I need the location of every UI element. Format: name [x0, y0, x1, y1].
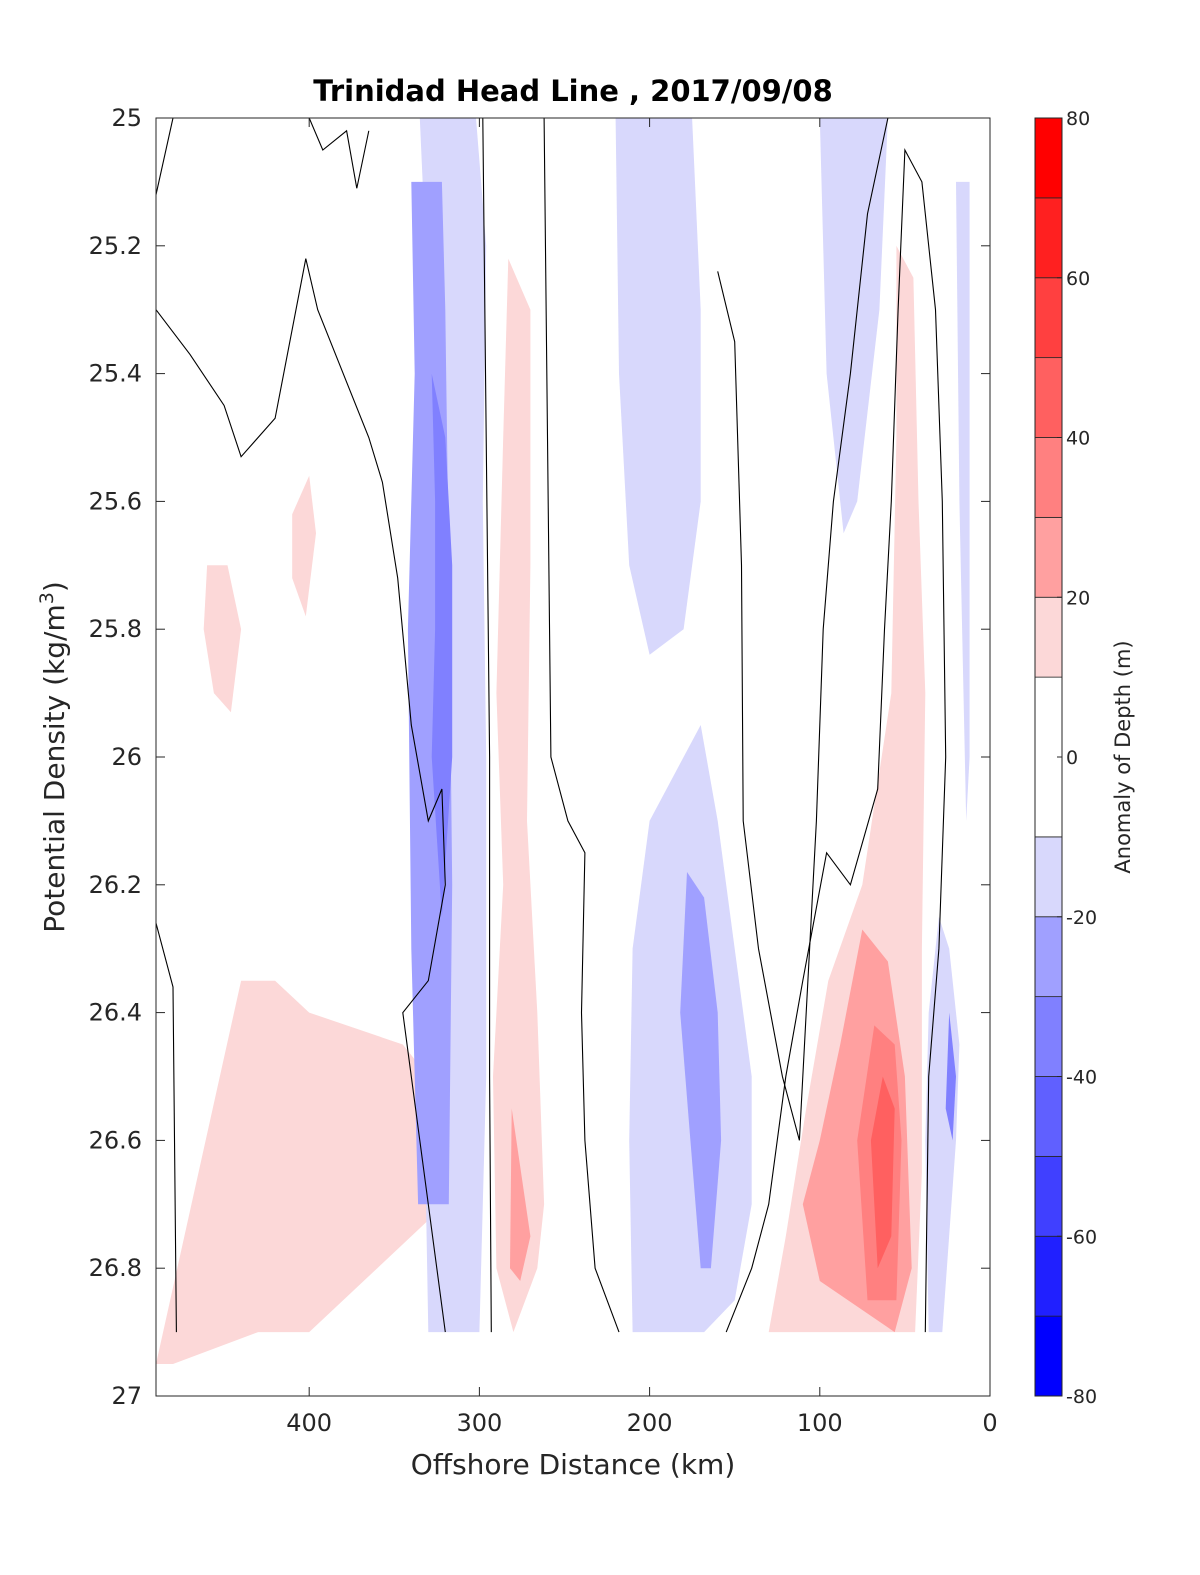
- contour-region-16: [925, 916, 960, 1333]
- y-tick-label: 26.4: [89, 999, 142, 1027]
- contour-region-0: [156, 980, 446, 1364]
- colorbar-tick-label: 0: [1066, 747, 1078, 769]
- colorbar-tick-label: 80: [1066, 108, 1090, 130]
- filled-contour-regions: [156, 118, 970, 1364]
- x-axis-ticks: 400 300 200 100 0: [286, 118, 998, 1437]
- y-tick-label: 26.2: [89, 871, 142, 899]
- zero-contour-1: [155, 258, 446, 1333]
- zero-contour-4: [482, 117, 492, 1333]
- zero-contour-7: [717, 117, 889, 1141]
- contour-region-6: [493, 258, 545, 1333]
- colorbar-tick-label: -40: [1066, 1067, 1097, 1089]
- x-tick-label: 100: [797, 1409, 843, 1437]
- x-tick-label: 300: [456, 1409, 502, 1437]
- contour-region-15: [870, 1076, 895, 1269]
- colorbar-band: [1034, 357, 1063, 438]
- y-axis-label-close: ): [38, 581, 71, 592]
- zero-contour-0: [155, 117, 174, 195]
- contour-region-7: [510, 1108, 531, 1281]
- colorbar: -80 -60 -40 -20 0 20 40 60 80: [1034, 108, 1097, 1408]
- colorbar-label: Anomaly of Depth (m): [1111, 640, 1135, 873]
- contour-region-5: [431, 373, 453, 917]
- colorbar-tick-label: -80: [1066, 1386, 1097, 1408]
- colorbar-band: [1034, 1076, 1063, 1157]
- y-tick-label: 25.4: [89, 360, 142, 388]
- contour-region-17: [945, 1012, 956, 1141]
- y-tick-label: 26.6: [89, 1126, 142, 1154]
- colorbar-band: [1034, 996, 1063, 1077]
- zero-contour-6: [725, 147, 947, 1333]
- zero-contour-5: [543, 117, 620, 1333]
- colorbar-band: [1034, 516, 1063, 598]
- y-axis-ticks: 25 25.2 25.4 25.6 25.8 26 26.2 26.4 26.6 26.8 27: [89, 104, 990, 1410]
- colorbar-band: [1034, 277, 1063, 359]
- y-axis-label-main: Potential Density (kg/m: [38, 604, 71, 933]
- contour-region-10: [680, 872, 722, 1269]
- colorbar-band: [1034, 197, 1063, 279]
- contour-region-2: [292, 475, 316, 617]
- zero-contour-lines: [155, 117, 947, 1333]
- y-tick-label: 26.8: [89, 1254, 142, 1282]
- colorbar-band: [1034, 1315, 1063, 1397]
- colorbar-band: [1034, 836, 1063, 918]
- y-axis-label-superscript: 3: [36, 592, 58, 604]
- colorbar-band: [1034, 437, 1063, 518]
- chart-title: Trinidad Head Line , 2017/09/08: [313, 74, 833, 108]
- colorbar-band: [1034, 1235, 1063, 1317]
- zero-contour-2: [155, 922, 177, 1333]
- x-tick-label: 200: [627, 1409, 673, 1437]
- colorbar-band: [1034, 117, 1063, 199]
- contour-region-11: [819, 118, 888, 534]
- y-axis-label: Potential Density (kg/m3): [36, 581, 71, 933]
- colorbar-tick-label: -60: [1066, 1226, 1097, 1248]
- colorbar-tick-label: 20: [1066, 587, 1090, 609]
- colorbar-band: [1034, 596, 1063, 678]
- x-tick-label: 400: [286, 1409, 332, 1437]
- y-tick-label: 25.6: [89, 487, 142, 515]
- colorbar-band: [1034, 916, 1063, 998]
- y-tick-label: 25.2: [89, 232, 142, 260]
- colorbar-tick-label: -20: [1066, 907, 1097, 929]
- contour-region-18: [956, 181, 970, 821]
- x-axis-label: Offshore Distance (km): [411, 1448, 736, 1481]
- colorbar-tick-label: 60: [1066, 268, 1090, 290]
- colorbar-tick-label: 40: [1066, 428, 1090, 450]
- y-tick-label: 25.8: [89, 615, 142, 643]
- contour-region-8: [615, 118, 701, 655]
- contour-region-1: [203, 565, 242, 713]
- y-tick-label: 26: [111, 743, 142, 771]
- y-tick-label: 25: [111, 104, 142, 132]
- y-tick-label: 27: [111, 1382, 142, 1410]
- colorbar-band: [1034, 1155, 1063, 1237]
- zero-contour-3: [308, 117, 370, 189]
- x-tick-label: 0: [982, 1409, 997, 1437]
